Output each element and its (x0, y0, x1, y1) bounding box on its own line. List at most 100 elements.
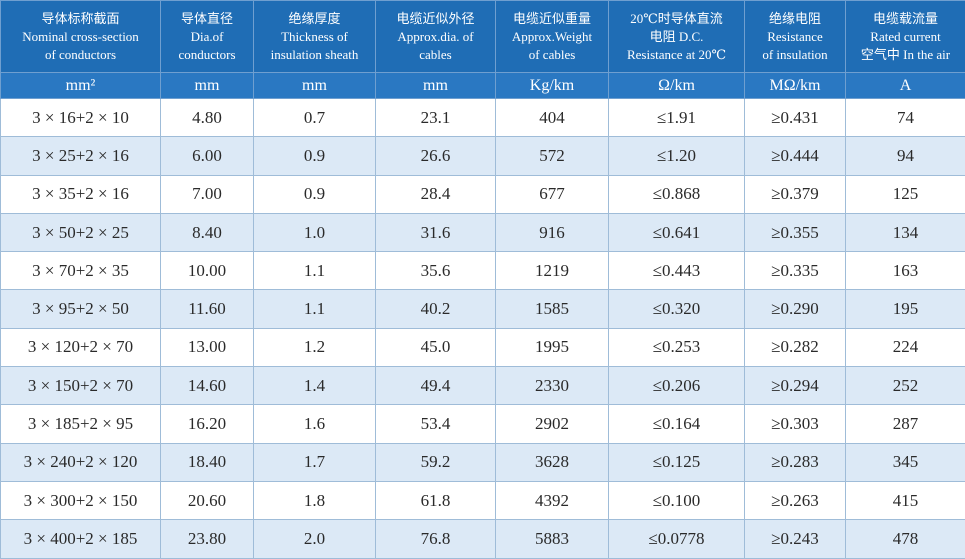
table-cell: ≥0.335 (745, 252, 846, 290)
table-cell: ≤0.641 (609, 213, 745, 251)
table-cell: 61.8 (376, 481, 496, 519)
unit-cell: Kg/km (496, 73, 609, 99)
header-line: of conductors (1, 46, 160, 64)
table-cell: 11.60 (161, 290, 254, 328)
table-cell: 18.40 (161, 443, 254, 481)
unit-cell: mm (254, 73, 376, 99)
table-cell: 1.0 (254, 213, 376, 251)
header-line: Thickness of (254, 28, 375, 46)
table-cell: 478 (846, 520, 965, 558)
table-cell: 20.60 (161, 481, 254, 519)
table-cell: ≥0.294 (745, 367, 846, 405)
table-cell: ≤0.253 (609, 328, 745, 366)
header-cell: 20℃时导体直流电阻 D.C.Resistance at 20℃ (609, 1, 745, 73)
table-cell: 134 (846, 213, 965, 251)
table-cell: 53.4 (376, 405, 496, 443)
table-cell: 916 (496, 213, 609, 251)
header-line: 空气中 In the air (846, 46, 965, 64)
table-cell: 10.00 (161, 252, 254, 290)
table-cell: ≤0.443 (609, 252, 745, 290)
table-cell: 26.6 (376, 137, 496, 175)
table-cell: ≤1.20 (609, 137, 745, 175)
table-cell: 8.40 (161, 213, 254, 251)
table-cell: 2.0 (254, 520, 376, 558)
table-cell: 1.8 (254, 481, 376, 519)
header-line: Resistance at 20℃ (609, 46, 744, 64)
unit-cell: MΩ/km (745, 73, 846, 99)
table-cell: ≤0.206 (609, 367, 745, 405)
table-cell: 572 (496, 137, 609, 175)
table-cell: 45.0 (376, 328, 496, 366)
table-cell: 2330 (496, 367, 609, 405)
header-line: 20℃时导体直流 (609, 10, 744, 28)
table-cell: ≥0.444 (745, 137, 846, 175)
table-cell: 3 × 35+2 × 16 (1, 175, 161, 213)
header-line: Rated current (846, 28, 965, 46)
header-line: Dia.of (161, 28, 253, 46)
table-cell: 4.80 (161, 99, 254, 137)
table-cell: ≥0.263 (745, 481, 846, 519)
table-cell: ≤0.125 (609, 443, 745, 481)
table-cell: 1.7 (254, 443, 376, 481)
table-cell: 14.60 (161, 367, 254, 405)
table-cell: 28.4 (376, 175, 496, 213)
table-cell: ≥0.282 (745, 328, 846, 366)
header-line: of cables (496, 46, 608, 64)
table-cell: 224 (846, 328, 965, 366)
table-cell: 16.20 (161, 405, 254, 443)
table-cell: 23.80 (161, 520, 254, 558)
table-cell: ≥0.355 (745, 213, 846, 251)
table-cell: 0.7 (254, 99, 376, 137)
table-cell: 1.4 (254, 367, 376, 405)
table-cell: 3628 (496, 443, 609, 481)
table-cell: 3 × 240+2 × 120 (1, 443, 161, 481)
unit-cell: mm (161, 73, 254, 99)
table-cell: ≥0.243 (745, 520, 846, 558)
table-cell: ≤0.320 (609, 290, 745, 328)
header-line: conductors (161, 46, 253, 64)
header-line: cables (376, 46, 495, 64)
table-cell: 4392 (496, 481, 609, 519)
table-cell: 1.1 (254, 252, 376, 290)
table-cell: ≥0.290 (745, 290, 846, 328)
header-line: 绝缘电阻 (745, 10, 845, 28)
table-cell: 345 (846, 443, 965, 481)
table-cell: 3 × 16+2 × 10 (1, 99, 161, 137)
table-cell: 287 (846, 405, 965, 443)
table-cell: 3 × 185+2 × 95 (1, 405, 161, 443)
table-cell: 59.2 (376, 443, 496, 481)
table-cell: 3 × 400+2 × 185 (1, 520, 161, 558)
header-line: 绝缘厚度 (254, 10, 375, 28)
table-cell: 163 (846, 252, 965, 290)
table-cell: 74 (846, 99, 965, 137)
table-cell: 1.1 (254, 290, 376, 328)
table-cell: 3 × 300+2 × 150 (1, 481, 161, 519)
header-line: Approx.dia. of (376, 28, 495, 46)
header-line: 电阻 D.C. (609, 28, 744, 46)
unit-cell: Ω/km (609, 73, 745, 99)
header-line: Nominal cross-section (1, 28, 160, 46)
table-cell: 0.9 (254, 175, 376, 213)
table-cell: 3 × 25+2 × 16 (1, 137, 161, 175)
table-cell: 31.6 (376, 213, 496, 251)
table-cell: ≥0.379 (745, 175, 846, 213)
table-cell: 415 (846, 481, 965, 519)
table-cell: 125 (846, 175, 965, 213)
